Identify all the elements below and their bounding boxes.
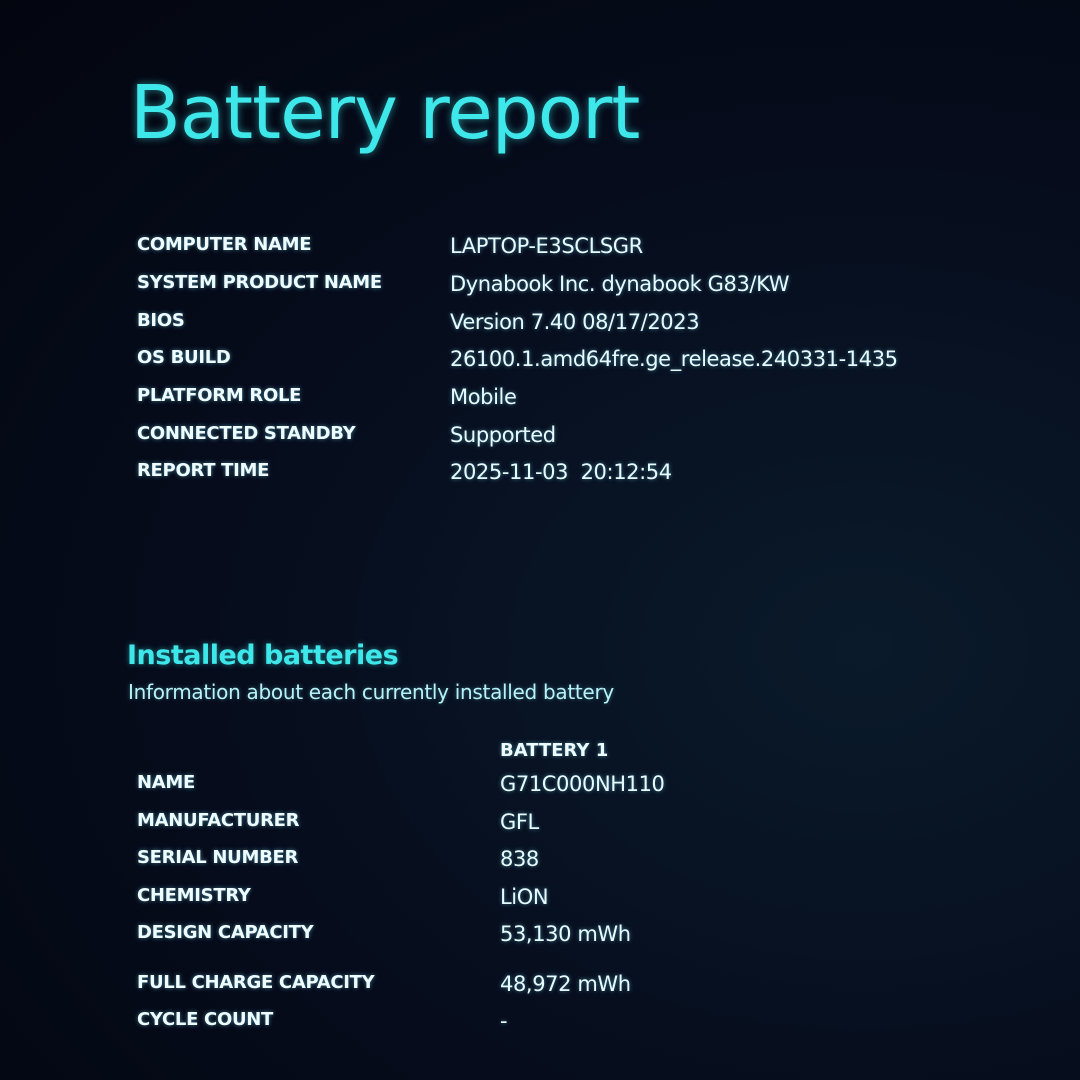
battery-label: CYCLE COUNT <box>137 1009 274 1030</box>
info-row-computer-name: COMPUTER NAME LAPTOP-E3SCLSGR <box>0 234 1080 264</box>
info-row-bios: BIOS Version 7.40 08/17/2023 <box>0 310 1080 340</box>
page-title: Battery report <box>130 70 640 156</box>
battery-value: - <box>500 1009 508 1033</box>
battery-value: G71C000NH110 <box>500 772 665 796</box>
battery-value: 53,130 mWh <box>500 922 631 946</box>
info-value: Mobile <box>450 385 517 409</box>
battery-label: CHEMISTRY <box>137 885 251 906</box>
battery-row-design-capacity: DESIGN CAPACITY 53,130 mWh <box>0 922 1080 952</box>
info-value: Dynabook Inc. dynabook G83/KW <box>450 272 790 296</box>
info-row-platform-role: PLATFORM ROLE Mobile <box>0 385 1080 415</box>
info-row-os-build: OS BUILD 26100.1.amd64fre.ge_release.240… <box>0 347 1080 377</box>
info-label: CONNECTED STANDBY <box>137 423 356 444</box>
section-heading-installed-batteries: Installed batteries <box>127 640 399 671</box>
info-row-connected-standby: CONNECTED STANDBY Supported <box>0 423 1080 453</box>
battery-value: GFL <box>500 810 539 834</box>
battery-row-full-charge-capacity: FULL CHARGE CAPACITY 48,972 mWh <box>0 972 1080 1002</box>
info-label: SYSTEM PRODUCT NAME <box>137 272 382 293</box>
info-label: PLATFORM ROLE <box>137 385 302 406</box>
battery-row-chemistry: CHEMISTRY LiON <box>0 885 1080 915</box>
battery-label: DESIGN CAPACITY <box>137 922 314 943</box>
battery-row-cycle-count: CYCLE COUNT - <box>0 1009 1080 1039</box>
battery-value: LiON <box>500 885 549 909</box>
battery-value: 48,972 mWh <box>500 972 631 996</box>
info-label: COMPUTER NAME <box>137 234 312 255</box>
info-value: Supported <box>450 423 556 447</box>
battery-row-manufacturer: MANUFACTURER GFL <box>0 810 1080 840</box>
info-value: Version 7.40 08/17/2023 <box>450 310 700 334</box>
info-value: 26100.1.amd64fre.ge_release.240331-1435 <box>450 347 898 371</box>
battery-column-header: BATTERY 1 <box>500 740 609 761</box>
battery-label: MANUFACTURER <box>137 810 300 831</box>
battery-label: SERIAL NUMBER <box>137 847 299 868</box>
battery-row-serial-number: SERIAL NUMBER 838 <box>0 847 1080 877</box>
info-value: 2025-11-03 20:12:54 <box>450 460 672 484</box>
info-value: LAPTOP-E3SCLSGR <box>450 234 643 258</box>
battery-label: FULL CHARGE CAPACITY <box>137 972 375 993</box>
info-label: OS BUILD <box>137 347 231 368</box>
battery-value: 838 <box>500 847 539 871</box>
battery-row-name: NAME G71C000NH110 <box>0 772 1080 802</box>
info-row-system-product-name: SYSTEM PRODUCT NAME Dynabook Inc. dynabo… <box>0 272 1080 302</box>
info-row-report-time: REPORT TIME 2025-11-03 20:12:54 <box>0 460 1080 490</box>
section-subheading: Information about each currently install… <box>128 680 614 704</box>
info-label: BIOS <box>137 310 185 331</box>
battery-label: NAME <box>137 772 196 793</box>
info-label: REPORT TIME <box>137 460 270 481</box>
